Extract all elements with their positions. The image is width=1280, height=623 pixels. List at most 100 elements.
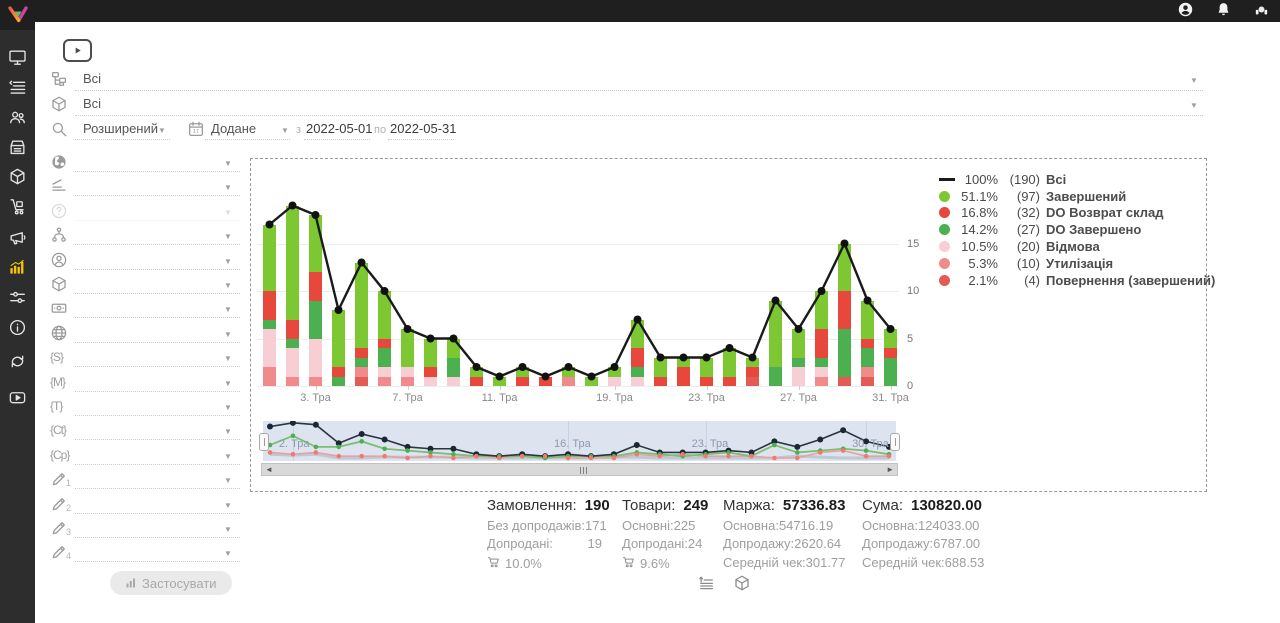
x-tick-label: 11. Тра [481, 392, 518, 404]
filter-custom-2-dropdown-arrow[interactable]: ▼ [224, 500, 232, 510]
filter-payment-dropdown-arrow[interactable]: ▼ [224, 305, 232, 315]
filter-region-underline[interactable] [75, 171, 240, 172]
search-mode-select[interactable]: Розширений [83, 121, 158, 136]
total-line-series [251, 159, 911, 404]
filter-source-underline[interactable] [75, 195, 240, 197]
scrollbar-left-arrow[interactable]: ◄ [265, 465, 273, 474]
filter-tag-t-underline[interactable] [75, 415, 240, 416]
filter-manager-underline[interactable] [75, 268, 240, 270]
filter-region-dropdown-arrow[interactable]: ▼ [224, 159, 232, 168]
nav-store[interactable] [8, 138, 27, 157]
user-avatar-icon[interactable] [1177, 1, 1194, 18]
filter-tag-s-dropdown-arrow[interactable]: ▼ [224, 354, 232, 364]
bar-segment [286, 348, 299, 377]
legend-label: Завершений [1046, 188, 1127, 204]
date-field-arrow[interactable]: ▼ [281, 126, 289, 135]
filter-tag-cp-dropdown-arrow[interactable]: ▼ [224, 451, 232, 461]
filter-structure-underline[interactable] [75, 244, 240, 246]
products-select[interactable]: Всі [83, 96, 102, 111]
filter-tag-m-dropdown-arrow[interactable]: ▼ [224, 378, 232, 388]
bell-icon[interactable] [1215, 1, 1232, 18]
stat-row-label: Допродані: [487, 536, 553, 551]
nav-marketing[interactable] [8, 228, 27, 247]
bar-segment [263, 329, 276, 367]
category-dropdown-arrow[interactable]: ▼ [1190, 76, 1198, 85]
search-mode-arrow[interactable]: ▼ [158, 126, 166, 135]
video-help-button[interactable] [63, 39, 92, 62]
nav-shipments[interactable] [8, 197, 27, 216]
filter-custom-1-dropdown-arrow[interactable]: ▼ [224, 476, 232, 486]
bar-segment [585, 376, 598, 386]
apply-button[interactable]: Застосувати [110, 571, 232, 595]
filter-site-dropdown-arrow[interactable]: ▼ [224, 329, 232, 339]
navigator-right-handle[interactable] [890, 433, 900, 451]
stat-row: Середній чек: 688.53 [862, 555, 984, 570]
bar-segment [263, 224, 276, 291]
stat-row: Допродані: 19 [487, 536, 602, 551]
bar-segment [746, 367, 759, 377]
filter-custom-3-underline[interactable] [75, 537, 240, 538]
stat-title-label: Сума: [862, 497, 903, 514]
filter-source-dropdown-arrow[interactable]: ▼ [224, 183, 232, 193]
date-field-select[interactable]: Додане [211, 121, 257, 136]
legend-item-3[interactable]: 14.2% (27) DO Завершено [939, 221, 1215, 238]
date-field-underline [205, 139, 290, 140]
filter-unknown-dropdown-arrow[interactable]: ▼ [224, 207, 232, 217]
filter-unknown-underline[interactable] [75, 219, 240, 221]
filter-tag-t-dropdown-arrow[interactable]: ▼ [224, 403, 232, 412]
legend-item-6[interactable]: 2.1% (4) Повернення (завершений) [939, 272, 1215, 289]
bar-segment [654, 376, 667, 386]
filter-tag-s-underline[interactable] [75, 366, 240, 368]
filter-tag-cp-underline[interactable] [75, 463, 240, 465]
filter-tag-ct-dropdown-arrow[interactable]: ▼ [224, 427, 232, 437]
bar-segment [332, 367, 345, 377]
filter-structure-dropdown-arrow[interactable]: ▼ [224, 232, 232, 242]
nav-video[interactable] [8, 388, 27, 407]
filter-product-dropdown-arrow[interactable]: ▼ [224, 281, 232, 290]
x-tick-label: 19. Тра [596, 392, 633, 404]
nav-settings[interactable] [8, 288, 27, 307]
toggle-products[interactable] [733, 574, 751, 592]
bar-segment [700, 357, 713, 377]
navigator-scrollbar[interactable]: ◄ ► [261, 463, 898, 476]
nav-info[interactable] [8, 318, 27, 337]
nav-orders[interactable] [8, 78, 27, 97]
legend-percent: 2.1% [968, 272, 998, 288]
filter-manager-dropdown-arrow[interactable]: ▼ [224, 256, 232, 266]
nav-sync[interactable] [8, 352, 27, 371]
toggle-order-list[interactable] [697, 574, 715, 592]
products-dropdown-arrow[interactable]: ▼ [1190, 101, 1198, 110]
legend-item-0[interactable]: 100% (190) Всі [939, 171, 1215, 188]
filter-custom-2-underline[interactable] [75, 512, 240, 514]
legend-item-2[interactable]: 16.8% (32) DO Возврат склад [939, 205, 1215, 222]
filter-custom-4-dropdown-arrow[interactable]: ▼ [224, 549, 232, 559]
legend-item-5[interactable]: 5.3% (10) Утилізація [939, 255, 1215, 272]
support-headset-icon[interactable] [1253, 1, 1270, 18]
gridline-10 [257, 291, 899, 292]
filter-tag-ct-underline[interactable] [75, 439, 240, 441]
filter-tag-m-underline[interactable] [75, 390, 240, 392]
legend-item-4[interactable]: 10.5% (20) Відмова [939, 238, 1215, 255]
bar-segment [792, 357, 805, 367]
filter-product-underline[interactable] [75, 293, 240, 294]
nav-analytics[interactable] [8, 257, 27, 276]
filter-custom-1-underline[interactable] [75, 488, 240, 490]
legend-item-1[interactable]: 51.1% (97) Завершений [939, 188, 1215, 205]
legend-line-swatch [939, 178, 955, 181]
date-from-input[interactable]: 2022-05-01 [306, 121, 373, 136]
filter-payment-underline[interactable] [75, 317, 240, 319]
scrollbar-grip[interactable] [579, 467, 587, 474]
filter-site-underline[interactable] [75, 341, 240, 343]
chart-navigator[interactable]: 2. Тра 16. Тра 23. Тра 30. Тра [259, 421, 900, 461]
nav-dashboard[interactable] [8, 48, 27, 67]
nav-clients[interactable] [8, 108, 27, 127]
date-to-input[interactable]: 2022-05-31 [390, 121, 457, 136]
filter-custom-4-underline[interactable] [75, 561, 240, 563]
date-from-underline [304, 139, 370, 140]
app-logo[interactable] [0, 0, 35, 30]
category-select[interactable]: Всі [83, 71, 102, 86]
navigator-left-handle[interactable] [259, 433, 269, 451]
nav-products[interactable] [8, 167, 27, 186]
scrollbar-right-arrow[interactable]: ► [886, 465, 894, 474]
filter-custom-3-dropdown-arrow[interactable]: ▼ [224, 525, 232, 534]
